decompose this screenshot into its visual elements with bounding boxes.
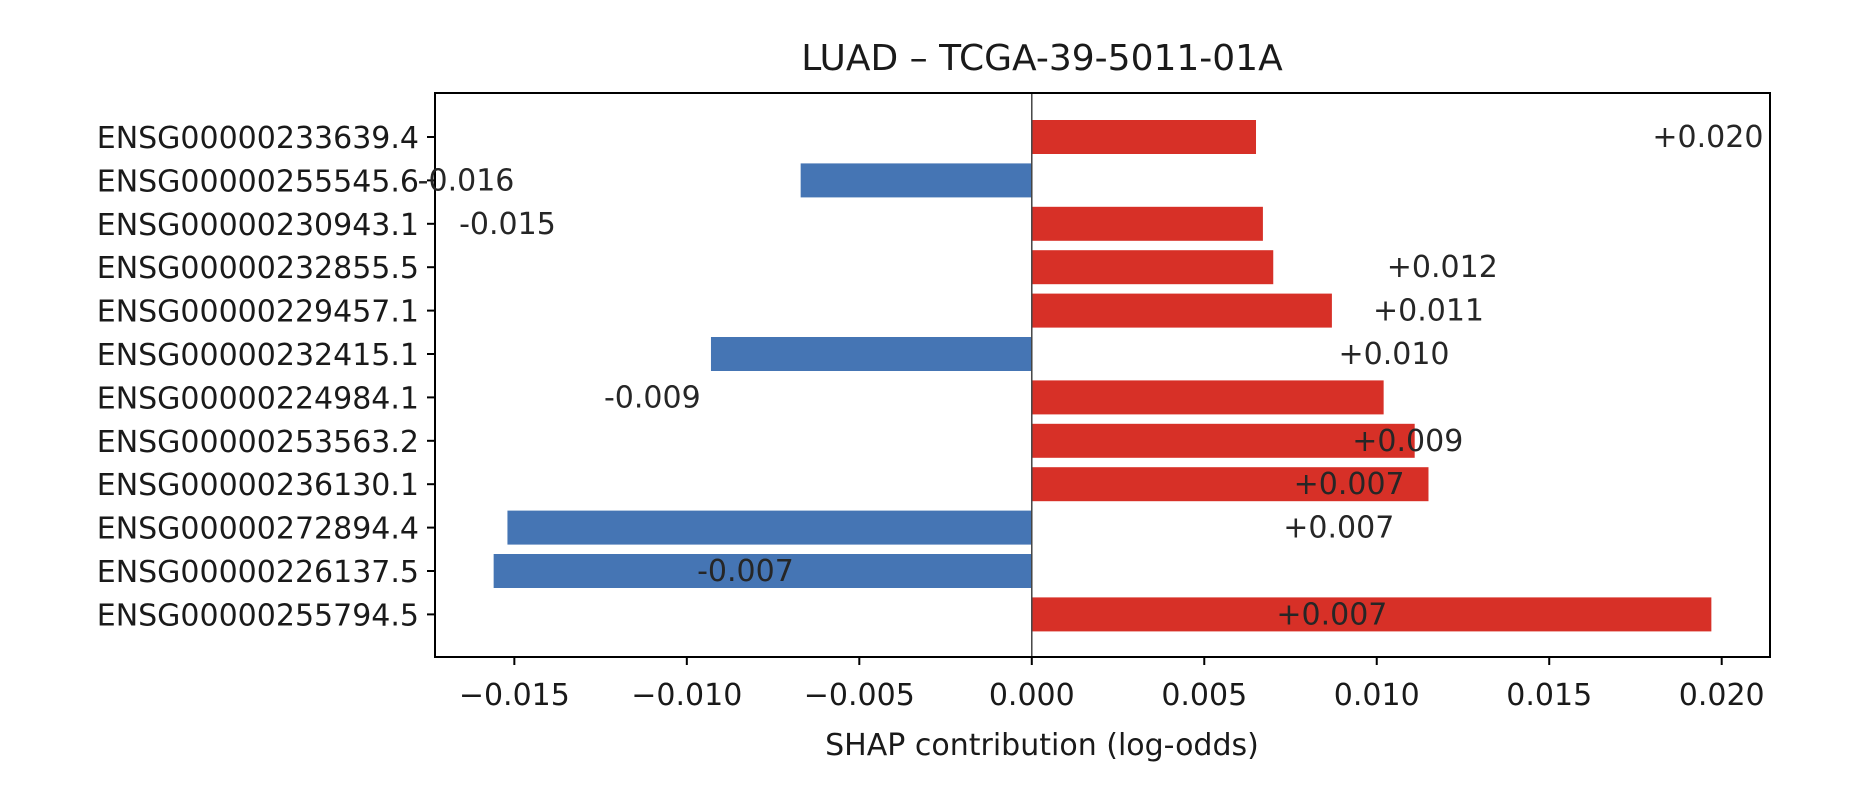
value-label: +0.010 [1338,337,1449,372]
plot-frame [434,92,1771,658]
y-axis: ENSG00000233639.4 ENSG00000255545.6 ENSG00… [97,121,435,633]
x-axis: −0.015 −0.010 −0.005 0.000 0.005 0.010 0.015 0.… [459,657,1765,713]
bar-ENSG00000226137.5 [493,554,1032,588]
value-label: -0.007 [697,554,794,589]
x-tick-label: 0.010 [1334,678,1420,713]
value-label: +0.020 [1652,120,1763,155]
value-label: +0.009 [1352,424,1463,459]
bar-ENSG00000233639.4 [1031,120,1257,154]
y-tick-label: ENSG00000229457.1 [97,295,419,330]
y-tick-label: ENSG00000232415.1 [97,338,419,373]
bar-ENSG00000253563.2 [1031,423,1415,458]
bar-ENSG00000255794.5 [1031,597,1712,632]
value-label: +0.007 [1276,597,1387,632]
value-label: -0.015 [459,207,556,242]
x-tick-label: −0.005 [804,678,915,713]
value-label: -0.009 [604,380,701,415]
y-tick-label: ENSG00000232855.5 [97,251,419,286]
value-label: +0.012 [1387,250,1498,285]
y-tick-label: ENSG00000236130.1 [97,468,419,503]
x-tick-label: −0.015 [459,678,570,713]
x-tick-label: 0.005 [1161,678,1247,713]
value-label: +0.007 [1294,467,1405,502]
bars-layer [493,120,1712,632]
y-tick-label: ENSG00000255545.6 [97,164,419,199]
bar-ENSG00000236130.1 [1031,467,1429,502]
bar-ENSG00000255545.6 [800,163,1032,198]
y-tick-label: ENSG00000253563.2 [97,425,419,460]
x-tick-label: 0.020 [1679,678,1765,713]
y-tick-label: ENSG00000224984.1 [97,381,419,416]
y-tick-label: ENSG00000255794.5 [97,598,419,633]
bar-ENSG00000224984.1 [1031,380,1384,415]
y-tick-label: ENSG00000233639.4 [97,121,419,156]
bar-ENSG00000272894.4 [507,510,1032,545]
bar-ENSG00000230943.1 [1031,206,1263,241]
bar-ENSG00000232855.5 [1031,250,1274,285]
x-axis-title: SHAP contribution (log-odds) [825,728,1259,763]
value-labels-layer: +0.020 -0.016 -0.015 +0.012 +0.011 +0.010 -0.0… [418,120,1764,632]
x-tick-label: −0.010 [631,678,742,713]
bar-ENSG00000232415.1 [710,337,1032,371]
y-tick-label: ENSG00000226137.5 [97,555,419,590]
x-tick-label: 0.015 [1506,678,1592,713]
value-label: +0.011 [1373,294,1484,329]
value-label: +0.007 [1283,511,1394,546]
bar-ENSG00000229457.1 [1031,293,1332,328]
chart-title: LUAD – TCGA-39-5011-01A [801,38,1283,79]
value-label: -0.016 [418,163,515,198]
y-tick-label: ENSG00000272894.4 [97,512,419,547]
y-tick-label: ENSG00000230943.1 [97,208,419,243]
x-tick-label: 0.000 [989,678,1075,713]
